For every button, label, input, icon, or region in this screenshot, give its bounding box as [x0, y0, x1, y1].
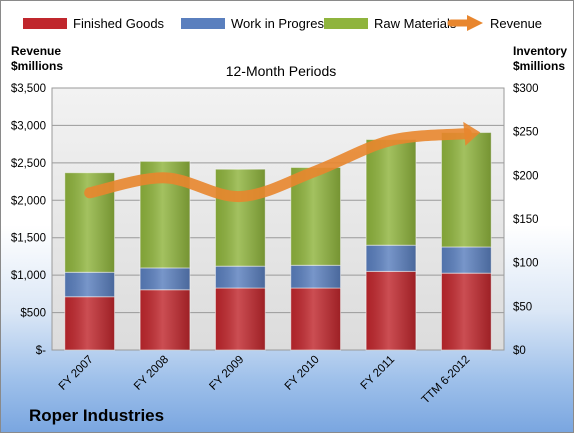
- legend-label-work-in-progress: Work in Progress: [231, 16, 331, 31]
- bar-shade: [441, 132, 492, 247]
- right-axis-title-line1: Inventory: [513, 44, 567, 58]
- left-axis-title-line2: $millions: [11, 59, 63, 73]
- bar-shade: [366, 271, 416, 350]
- right-axis-title-line2: $millions: [513, 59, 565, 73]
- bar-shade: [215, 287, 266, 350]
- bar-shade: [64, 296, 115, 350]
- right-axis-ticks: $0 $50 $100 $150 $200 $250 $300: [513, 83, 539, 357]
- x-tick-label: FY 2007: [57, 354, 96, 393]
- legend-swatch-work-in-progress: [181, 18, 225, 29]
- legend: Finished Goods Work in Progress Raw Mate…: [23, 15, 542, 31]
- bar-shade: [64, 272, 115, 297]
- left-tick-label: $2,000: [11, 195, 46, 207]
- bar-shade: [215, 266, 266, 288]
- gridlines: [52, 124, 504, 314]
- legend-arrow-revenue: [447, 15, 483, 31]
- left-axis-ticks: $- $500 $1,000 $1,500 $2,000 $2,500 $3,000 $3,5…: [11, 83, 46, 357]
- bar-shade: [290, 287, 341, 350]
- right-tick-label: $0: [513, 345, 526, 357]
- right-tick-label: $250: [513, 127, 539, 139]
- revenue-line-group: [84, 121, 481, 203]
- bar-shade: [441, 273, 492, 350]
- right-tick-label: $50: [513, 301, 532, 313]
- x-tick-label: TTM 6-2012: [420, 354, 473, 407]
- left-tick-label: $1,500: [11, 233, 46, 245]
- bar-shade: [290, 265, 341, 288]
- left-axis-title-line1: Revenue: [11, 44, 61, 58]
- x-tick-label: FY 2009: [207, 354, 246, 393]
- bar-shade: [366, 139, 416, 246]
- right-tick-label: $100: [513, 258, 539, 270]
- revenue-line: [84, 128, 472, 203]
- legend-label-raw-materials: Raw Materials: [374, 16, 457, 31]
- left-tick-label: $500: [20, 308, 46, 320]
- x-tick-label: FY 2008: [132, 354, 171, 393]
- right-tick-label: $150: [513, 214, 539, 226]
- bar-shade: [441, 246, 492, 274]
- chart-subtitle: 12-Month Periods: [226, 63, 337, 79]
- left-tick-label: $3,000: [11, 120, 46, 132]
- left-tick-label: $-: [36, 345, 46, 357]
- x-axis-labels: FY 2007 FY 2008 FY 2009 FY 2010 FY 2011 TTM 6…: [57, 354, 473, 407]
- x-tick-label: FY 2011: [359, 354, 397, 392]
- bar-shade: [140, 267, 190, 290]
- bar-shade: [215, 169, 266, 267]
- right-tick-label: $200: [513, 170, 539, 182]
- company-name: Roper Industries: [29, 406, 164, 425]
- bar-shade: [366, 245, 416, 272]
- left-tick-label: $3,500: [11, 83, 46, 95]
- bars: [64, 132, 492, 351]
- legend-label-finished-goods: Finished Goods: [73, 16, 165, 31]
- bar-shade: [140, 289, 190, 350]
- legend-swatch-finished-goods: [23, 18, 67, 29]
- left-tick-label: $1,000: [11, 270, 46, 282]
- legend-swatch-raw-materials: [324, 18, 368, 29]
- right-tick-label: $300: [513, 83, 539, 95]
- revenue-arrowhead: [463, 121, 481, 146]
- plot-area: [51, 87, 505, 351]
- legend-label-revenue: Revenue: [490, 16, 542, 31]
- x-tick-label: FY 2010: [283, 354, 322, 393]
- left-tick-label: $2,500: [11, 158, 46, 170]
